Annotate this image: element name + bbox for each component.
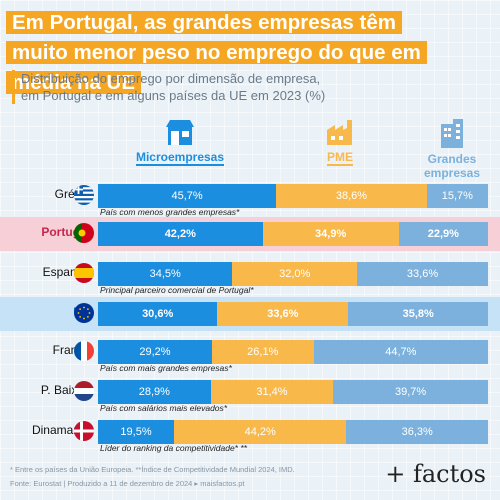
stacked-bar: 30,6% 33,6% 35,8% xyxy=(98,302,488,326)
bar-segment-pme: 26,1% xyxy=(211,340,314,364)
stacked-bar: 19,5% 44,2% 36,3% xyxy=(98,420,488,444)
france-flag-icon xyxy=(74,341,94,361)
chart-row-portugal: Portugal 42,2% 34,9% 22,9% xyxy=(0,217,500,251)
legend-grandes: Grandes empresas xyxy=(412,118,492,180)
chart-row-greece: Grécia 45,7% 38,6% 15,7% xyxy=(0,179,500,213)
bar-segment-micro: 34,5% xyxy=(98,262,233,286)
subtitle-line-2: em Portugal e em alguns países da UE em … xyxy=(21,88,326,103)
row-note: País com menos grandes empresas* xyxy=(100,207,240,217)
bar-segment-micro: 19,5% xyxy=(98,420,175,444)
bar-segment-grandes: 33,6% xyxy=(357,262,488,286)
chart-row-denmark: Dinamarca 19,5% 44,2% 36,3% xyxy=(0,415,500,449)
bar-segment-micro: 42,2% xyxy=(98,222,263,246)
bar-segment-grandes: 39,7% xyxy=(333,380,488,404)
chart-subtitle: Distribuição do emprego por dimensão de … xyxy=(12,70,325,104)
stacked-bar: 34,5% 32,0% 33,6% xyxy=(98,262,488,286)
chart-row-france: França 29,2% 26,1% 44,7% xyxy=(0,335,500,369)
office-building-icon xyxy=(441,119,463,148)
chart-row-eu: UE30,6%33,6%35,8% xyxy=(0,297,500,331)
portugal-flag-icon xyxy=(74,223,94,243)
row-note: Líder do ranking da competitividade* ** xyxy=(100,443,247,453)
bar-segment-micro: 29,2% xyxy=(98,340,212,364)
bar-segment-grandes: 35,8% xyxy=(348,302,488,326)
bar-segment-grandes: 15,7% xyxy=(426,184,488,208)
stacked-bar: 45,7% 38,6% 15,7% xyxy=(98,184,488,208)
row-note: País com mais grandes empresas* xyxy=(100,363,232,373)
legend-pme: PME xyxy=(310,118,370,166)
chart-row-netherlands: P. Baixos 28,9% 31,4% 39,7% xyxy=(0,375,500,409)
bar-segment-micro: 28,9% xyxy=(98,380,211,404)
footnote-source: Fonte: Eurostat | Produzido a 11 de deze… xyxy=(10,479,245,488)
stacked-bar: 29,2% 26,1% 44,7% xyxy=(98,340,488,364)
greece-flag-icon xyxy=(74,185,94,205)
legend-micro-label: Microempresas xyxy=(135,150,225,166)
bar-segment-grandes: 36,3% xyxy=(346,420,488,444)
bar-segment-grandes: 22,9% xyxy=(398,222,488,246)
chart-title: Em Portugal, as grandes empresas têm mui… xyxy=(6,8,456,98)
legend-micro: Microempresas xyxy=(125,118,235,166)
eu-flag-icon xyxy=(74,303,94,323)
denmark-flag-icon xyxy=(74,421,94,441)
bar-segment-pme: 31,4% xyxy=(210,380,334,404)
stacked-bar: 28,9% 31,4% 39,7% xyxy=(98,380,488,404)
legend-pme-label: PME xyxy=(326,150,353,166)
bar-segment-pme: 32,0% xyxy=(232,262,358,286)
bar-segment-pme: 44,2% xyxy=(174,420,347,444)
netherlands-flag-icon xyxy=(74,381,94,401)
factos-logo: + factos xyxy=(385,460,486,488)
row-note: País com salários mais elevados* xyxy=(100,403,228,413)
bar-segment-grandes: 44,7% xyxy=(313,340,488,364)
stacked-bar: 42,2% 34,9% 22,9% xyxy=(98,222,488,246)
bar-segment-pme: 34,9% xyxy=(262,222,399,246)
bar-segment-micro: 30,6% xyxy=(98,302,218,326)
legend-grandes-label: Grandes empresas xyxy=(423,152,481,180)
bar-segment-pme: 33,6% xyxy=(217,302,349,326)
subtitle-line-1: Distribuição do emprego por dimensão de … xyxy=(21,71,321,86)
spain-flag-icon xyxy=(74,263,94,283)
footnote-1: * Entre os países da União Europeia. **Í… xyxy=(10,465,295,474)
store-icon xyxy=(166,120,194,145)
chart-row-spain: Espanha 34,5% 32,0% 33,6% xyxy=(0,257,500,291)
factory-icon xyxy=(327,120,352,145)
bar-segment-pme: 38,6% xyxy=(276,184,427,208)
bar-segment-micro: 45,7% xyxy=(98,184,277,208)
row-note: Principal parceiro comercial de Portugal… xyxy=(100,285,254,295)
